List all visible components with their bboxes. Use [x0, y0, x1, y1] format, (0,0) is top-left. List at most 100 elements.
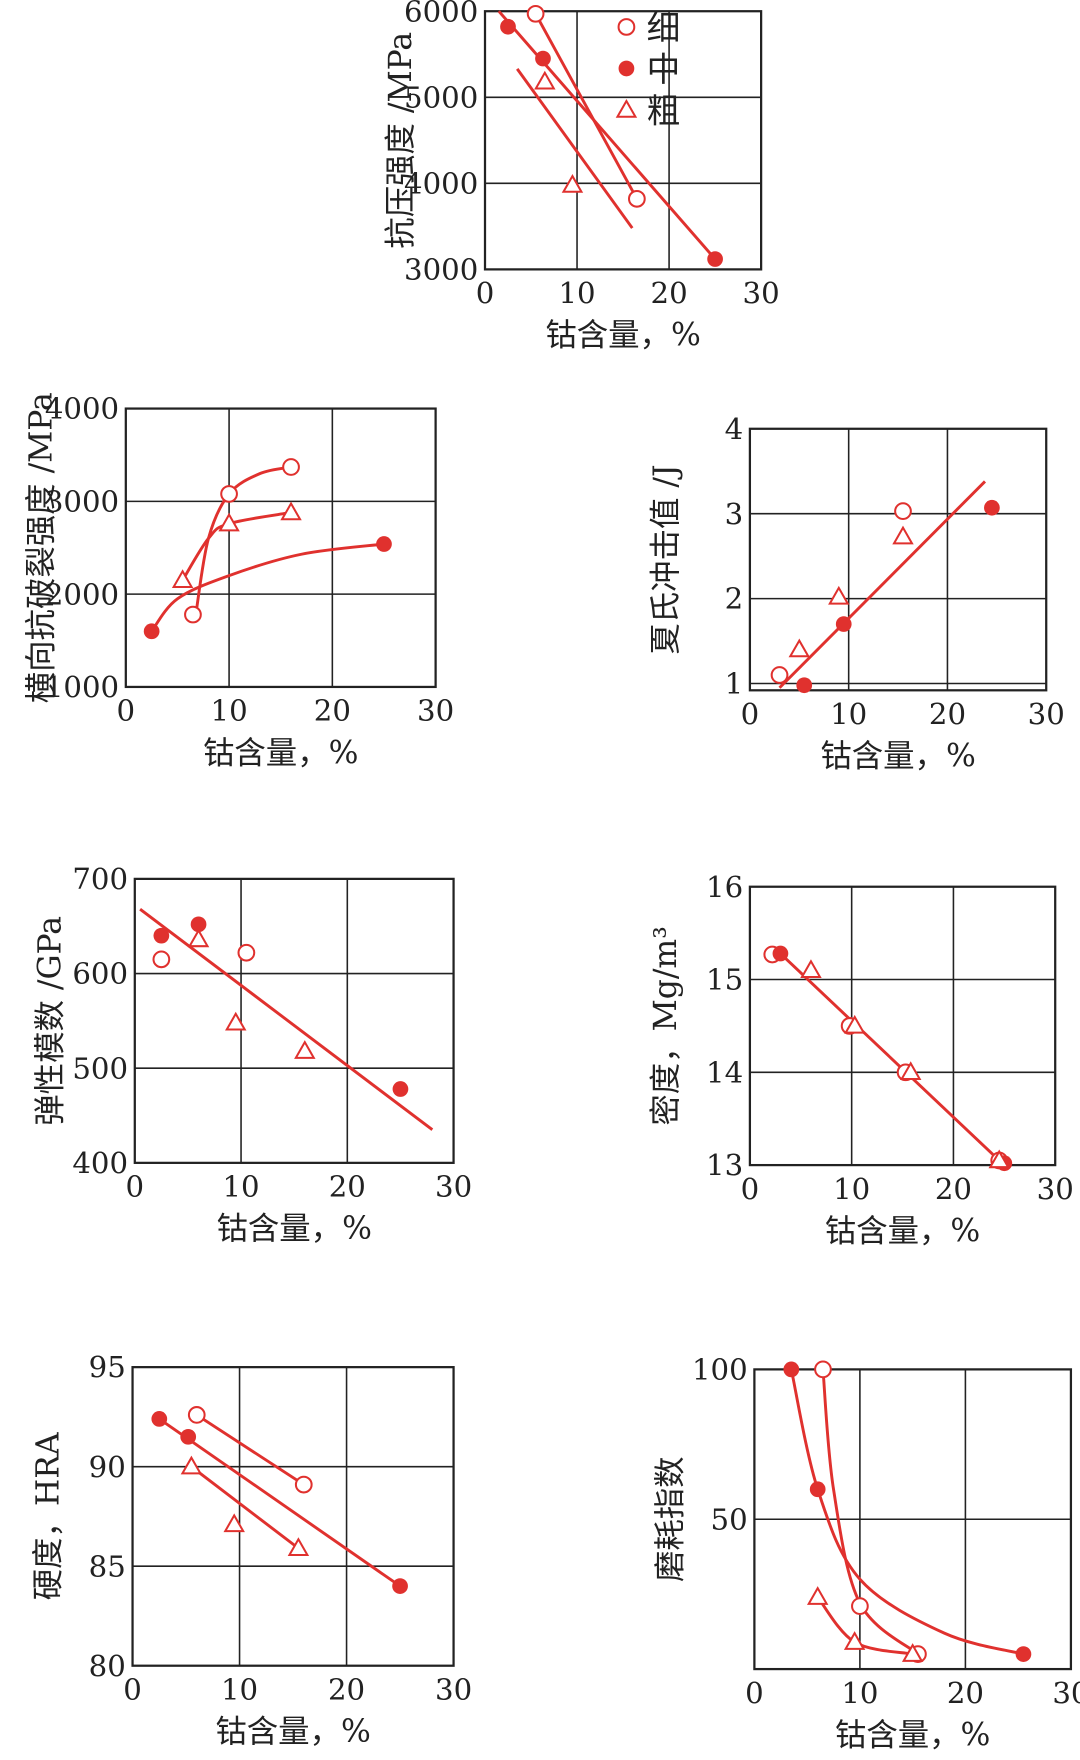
data-point — [828, 585, 850, 605]
y-tick-label: 500 — [72, 1051, 128, 1085]
data-point — [627, 189, 646, 208]
y-tick-label: 90 — [89, 1450, 126, 1484]
data-point — [772, 945, 789, 962]
chart-3: 0 10 20 30 1 2 3 4 钴含量，% 夏氏冲击值 /J — [648, 412, 1065, 775]
y-axis-label: 横向抗破裂强度 /MPa — [24, 392, 60, 703]
x-tick-label: 10 — [833, 1172, 870, 1206]
x-tick-label: 0 — [741, 697, 760, 731]
data-point — [171, 569, 194, 588]
y-tick-label: 50 — [711, 1502, 748, 1536]
y-axis-label: 磨耗指数 — [652, 1456, 688, 1582]
data-point — [843, 1631, 866, 1650]
x-axis-label: 钴含量，% — [820, 739, 975, 775]
data-point — [899, 1061, 922, 1081]
y-tick-label: 4000 — [404, 166, 478, 200]
x-tick-label: 30 — [743, 276, 780, 310]
x-axis-label: 钴含量，% — [825, 1213, 980, 1249]
x-tick-label: 0 — [741, 1172, 760, 1206]
data-point — [187, 928, 210, 948]
plot-frame — [753, 1368, 1073, 1671]
y-tick-label: 600 — [72, 957, 128, 991]
x-tick-label: 10 — [221, 1672, 258, 1706]
legend-marker — [617, 18, 636, 36]
x-tick-label: 0 — [123, 1672, 142, 1706]
x-axis-label: 钴含量，% — [203, 735, 358, 771]
x-axis-label: 钴含量，% — [835, 1717, 990, 1753]
data-point — [218, 512, 240, 532]
fit-line-粗 — [181, 511, 292, 581]
x-tick-label: 30 — [435, 1170, 472, 1204]
data-point — [851, 1597, 869, 1616]
chart-4: 0 10 20 30 400 500 600 700 钴含量，% 弹性模数 /GPa — [33, 862, 472, 1247]
data-point — [796, 677, 813, 694]
data-point — [223, 1513, 245, 1533]
y-axis-label: 抗压强度 /MPa — [383, 32, 419, 249]
y-tick-label: 1 — [725, 667, 744, 701]
x-tick-label: 10 — [222, 1170, 259, 1204]
data-point — [392, 1578, 408, 1594]
fit-line-细 — [534, 13, 639, 200]
data-point — [294, 1040, 316, 1059]
y-tick-label: 5000 — [404, 80, 478, 114]
x-tick-label: 10 — [558, 276, 595, 310]
y-tick-label: 3000 — [45, 484, 119, 518]
y-tick-label: 3 — [725, 497, 744, 531]
data-point — [800, 959, 822, 978]
fit-line-细 — [195, 1413, 305, 1486]
y-tick-label: 100 — [692, 1352, 748, 1386]
data-point — [237, 943, 256, 962]
y-tick-label: 6000 — [404, 0, 478, 28]
y-tick-label: 85 — [89, 1549, 126, 1583]
x-tick-label: 30 — [435, 1672, 472, 1706]
x-axis-label: 钴含量，% — [216, 1211, 371, 1247]
x-tick-label: 20 — [929, 697, 966, 731]
data-point — [894, 502, 912, 521]
data-point — [534, 70, 556, 90]
legend-marker — [615, 98, 638, 118]
x-tick-label: 30 — [1052, 1676, 1080, 1710]
plot-frame — [483, 10, 763, 271]
data-point — [152, 950, 171, 969]
x-tick-label: 30 — [417, 694, 454, 728]
x-tick-label: 0 — [476, 276, 495, 310]
fit-line-中 — [150, 542, 385, 633]
x-tick-label: 20 — [314, 694, 351, 728]
y-tick-label: 2 — [725, 582, 744, 616]
data-point — [892, 525, 914, 545]
y-axis-label: 夏氏冲击值 /J — [648, 464, 684, 654]
y-tick-label: 1000 — [45, 670, 119, 704]
x-tick-label: 30 — [1037, 1172, 1074, 1206]
chart-7: 0 10 20 30 50 100 钴含量，% 磨耗指数 — [652, 1352, 1080, 1753]
data-point — [392, 1081, 409, 1097]
fit-line-细 — [821, 1369, 919, 1656]
data-point — [153, 927, 170, 944]
fit-line-粗 — [516, 68, 634, 229]
y-tick-label: 700 — [72, 862, 128, 896]
y-tick-label: 3000 — [404, 252, 478, 286]
data-point — [180, 1455, 203, 1475]
fit-line-中 — [497, 10, 717, 261]
y-tick-label: 400 — [72, 1146, 128, 1180]
fit-line-细 — [194, 465, 292, 613]
data-point — [988, 1149, 1010, 1169]
data-point — [376, 536, 392, 552]
data-point — [294, 1475, 313, 1494]
x-tick-label: 10 — [841, 1676, 878, 1710]
data-point — [1015, 1646, 1032, 1662]
data-point — [707, 251, 723, 267]
fit-line-中 — [789, 1369, 1024, 1656]
data-point — [835, 616, 852, 632]
y-axis-label: 硬度，HRA — [30, 1432, 66, 1600]
x-tick-label: 0 — [745, 1676, 764, 1710]
data-point — [500, 18, 516, 35]
chart-1: 0 10 20 30 3000 4000 5000 6000 钴含量，% 抗压强度 /MPa 细中粗 — [383, 0, 780, 354]
fit-line-中 — [779, 952, 1001, 1162]
chart-2: 0 10 20 30 1000 2000 3000 4000 钴含量，% 横向抗破裂强度 /MPa — [24, 392, 454, 772]
x-tick-label: 20 — [329, 1170, 366, 1204]
x-tick-label: 20 — [935, 1172, 972, 1206]
data-point — [187, 1406, 206, 1424]
x-tick-label: 0 — [126, 1170, 145, 1204]
y-tick-label: 13 — [706, 1148, 743, 1182]
data-point — [814, 1360, 832, 1379]
